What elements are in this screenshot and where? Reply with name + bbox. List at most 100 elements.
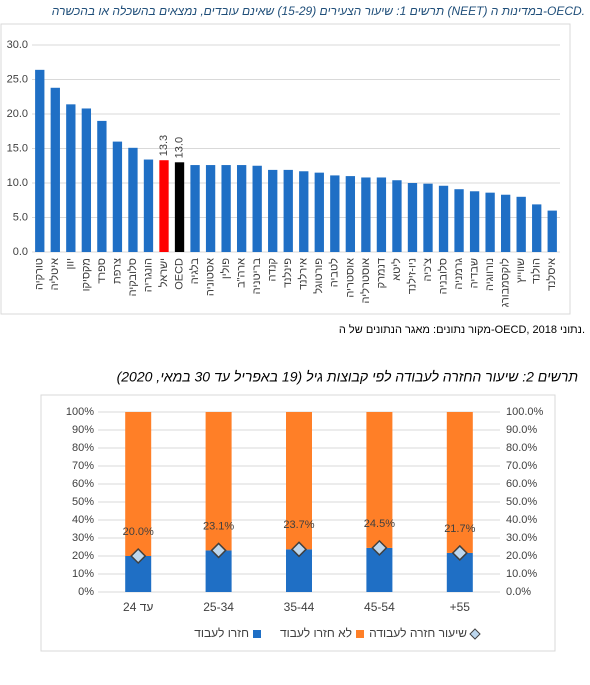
y-tick-label: 20.0 <box>7 108 28 120</box>
y-tick-label: 100% <box>66 406 94 418</box>
y2-tick-label: 70.0% <box>506 460 537 472</box>
x-tick-label: +55 <box>450 600 471 614</box>
data-label: 13.3 <box>158 135 170 156</box>
x-tick-label: ניו-זילנד <box>405 258 418 294</box>
bar <box>81 108 92 252</box>
y-tick-label: 70% <box>72 460 94 472</box>
x-tick-label: בריטניה <box>251 258 263 295</box>
bar <box>438 185 449 252</box>
bar <box>314 172 324 252</box>
y-tick-label: 15.0 <box>7 142 28 154</box>
y-tick-label: 20% <box>72 550 94 562</box>
bar <box>221 165 231 252</box>
chart-title: תרשים 2: שיעור החזרה לעבודה לפי קבוצות ג… <box>117 369 578 385</box>
y-tick-label: 5.0 <box>13 211 28 223</box>
bar <box>35 69 45 252</box>
bar <box>299 171 309 252</box>
source-note: מקור נתונים: מאגר הנתונים של ה-OECD, נתו… <box>339 323 585 336</box>
x-tick-label: ליטא <box>390 258 403 281</box>
chart-frame <box>0 23 571 315</box>
x-tick-label: צרפת <box>111 258 123 284</box>
y-tick-label: 90% <box>72 424 94 436</box>
bar <box>392 180 402 252</box>
bar <box>97 120 107 253</box>
bar-segment <box>446 412 473 553</box>
bar <box>423 183 433 252</box>
x-tick-label: בלגיה <box>188 258 201 285</box>
bar <box>66 104 76 252</box>
x-tick-label: אסטוניה <box>204 258 216 296</box>
bar-segment <box>125 412 152 556</box>
data-label: 21.7% <box>444 523 475 535</box>
x-tick-label: 35-44 <box>284 600 315 614</box>
bar <box>547 210 557 252</box>
bar <box>205 165 216 252</box>
y-tick-label: 0.0 <box>13 246 28 258</box>
x-tick-label: צ'כיה <box>422 258 434 281</box>
x-tick-label: לוקסמבורג <box>499 258 512 307</box>
bar <box>143 159 154 252</box>
bar <box>159 160 169 252</box>
bar <box>532 204 542 252</box>
bar <box>112 141 123 252</box>
x-tick-label: שווייץ <box>515 258 527 283</box>
data-label: 23.7% <box>283 519 314 531</box>
bar <box>283 169 293 252</box>
x-tick-label: פינלנד <box>281 258 294 288</box>
bar <box>50 87 60 252</box>
chart-title: תרשים 1: שיעור הצעירים (15-29) שאינם עוב… <box>52 4 585 18</box>
y2-tick-label: 80.0% <box>506 442 537 454</box>
bar <box>174 162 185 252</box>
y2-tick-label: 30.0% <box>506 532 537 544</box>
bar <box>376 177 387 252</box>
data-label: 13.0 <box>173 137 185 158</box>
bar <box>469 191 480 252</box>
x-tick-label: OECD <box>173 258 185 290</box>
x-tick-label: אוסטרליה <box>359 258 372 304</box>
y-tick-label: 10.0 <box>7 177 28 189</box>
y-tick-label: 60% <box>72 478 94 490</box>
x-tick-label: איסלנד <box>545 258 558 291</box>
data-label: 23.1% <box>203 520 234 532</box>
x-tick-label: יוון <box>65 258 77 269</box>
x-tick-label: לטביה <box>328 258 341 287</box>
bar <box>345 176 356 252</box>
bar <box>268 169 278 252</box>
bar <box>252 165 262 252</box>
bar <box>516 196 526 252</box>
legend-swatch <box>253 630 261 638</box>
bar <box>236 165 247 252</box>
y-tick-label: 50% <box>72 496 94 508</box>
data-label: 24.5% <box>364 518 395 530</box>
legend-swatch <box>356 630 364 638</box>
x-tick-label: קנדה <box>267 258 279 282</box>
y2-tick-label: 20.0% <box>506 550 537 562</box>
bar <box>128 147 138 252</box>
legend-label: לא חזרו לעבוד <box>280 626 352 640</box>
bar-segment <box>366 412 393 548</box>
marker <box>290 541 308 558</box>
y2-tick-label: 40.0% <box>506 514 537 526</box>
x-tick-label: ישראל <box>157 258 170 287</box>
legend-label: שיעור חזרה לעבודה <box>369 626 467 640</box>
bar <box>361 177 371 252</box>
y-tick-label: 80% <box>72 442 94 454</box>
marker <box>451 544 468 562</box>
x-tick-label: סלובניה <box>436 258 449 294</box>
x-tick-label: הולנד <box>530 258 543 284</box>
x-tick-label: פורטוגל <box>312 258 325 294</box>
y2-tick-label: 0.0% <box>506 586 531 598</box>
x-tick-label: פולין <box>219 258 232 279</box>
x-tick-label: ארה"ב <box>236 258 248 288</box>
bar <box>500 194 511 252</box>
marker <box>210 542 227 559</box>
legend-label: חזרו לעבוד <box>194 626 249 640</box>
y-tick-label: 25.0 <box>7 73 28 85</box>
x-tick-label: איטליה <box>48 258 61 290</box>
y-tick-label: 40% <box>72 514 94 526</box>
x-tick-label: דנמרק <box>375 258 387 288</box>
x-tick-label: שבדיה <box>468 258 480 288</box>
x-tick-label: נורווגיה <box>484 258 496 291</box>
y2-tick-label: 50.0% <box>506 496 537 508</box>
x-tick-label: אוסטריה <box>344 258 356 298</box>
